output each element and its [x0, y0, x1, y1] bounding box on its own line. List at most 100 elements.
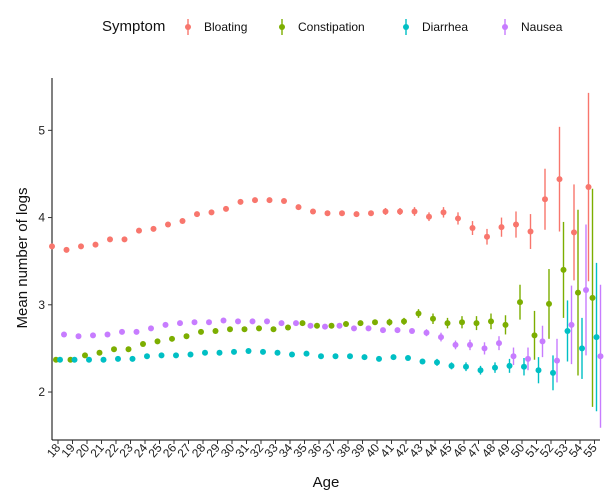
data-point	[539, 338, 546, 345]
data-point	[212, 327, 219, 334]
legend-item-diarrhea: Diarrhea	[403, 19, 468, 35]
y-tick-label: 4	[38, 211, 45, 225]
data-point	[390, 354, 397, 361]
x-axis-title: Age	[313, 474, 340, 491]
data-point	[401, 318, 407, 325]
series-layer	[49, 92, 604, 428]
data-point	[386, 319, 393, 326]
data-point	[353, 211, 360, 218]
data-point	[452, 341, 459, 348]
data-point	[597, 353, 604, 360]
data-point	[92, 241, 99, 248]
y-axis-title: Mean number of logs	[14, 188, 31, 329]
data-point	[347, 353, 353, 360]
data-point	[546, 300, 552, 307]
data-point	[303, 350, 310, 357]
data-point	[295, 204, 302, 211]
data-point	[593, 334, 600, 341]
data-point	[206, 319, 212, 326]
data-point	[343, 320, 349, 327]
data-point	[245, 348, 252, 355]
legend-items: Bloating Constipation Diarrhea Nausea	[185, 19, 563, 35]
data-point	[411, 208, 418, 215]
data-point	[75, 333, 82, 340]
data-point	[397, 208, 403, 215]
data-point	[249, 318, 256, 325]
data-point	[165, 221, 171, 228]
data-point	[357, 320, 364, 327]
legend-label: Constipation	[298, 20, 365, 34]
data-point	[467, 341, 473, 348]
data-point	[554, 357, 560, 364]
series-bloating	[49, 92, 592, 282]
data-point	[579, 345, 585, 352]
data-point	[380, 327, 386, 334]
data-point	[368, 210, 374, 217]
data-point	[426, 213, 432, 220]
data-point	[71, 356, 78, 363]
data-point	[372, 319, 378, 326]
data-point	[314, 322, 320, 329]
data-point	[281, 197, 287, 204]
data-point	[521, 363, 527, 370]
data-point	[365, 325, 372, 332]
data-point	[63, 246, 70, 253]
legend-item-constipation: Constipation	[279, 19, 365, 35]
data-point	[473, 320, 480, 327]
data-point	[463, 363, 469, 370]
data-point	[237, 198, 244, 205]
data-point	[455, 215, 461, 222]
data-point	[571, 229, 577, 236]
data-point	[394, 327, 401, 334]
legend-label: Bloating	[204, 20, 247, 34]
data-point	[260, 348, 266, 355]
data-point	[140, 341, 146, 348]
x-tick-label: 55	[580, 441, 600, 460]
data-point	[49, 243, 55, 250]
data-point	[208, 209, 215, 216]
data-point	[568, 321, 575, 328]
data-point	[510, 353, 517, 360]
data-point	[419, 358, 426, 365]
data-point	[119, 328, 125, 335]
data-point	[481, 345, 488, 352]
data-point	[434, 359, 440, 366]
legend-item-bloating: Bloating	[185, 19, 247, 35]
data-point	[498, 224, 505, 231]
data-point	[332, 353, 339, 360]
data-point	[550, 369, 556, 376]
data-point	[382, 208, 389, 215]
data-point	[575, 289, 581, 296]
y-tick-label: 3	[38, 298, 45, 312]
data-point	[191, 319, 198, 326]
y-tick-label: 2	[38, 385, 45, 399]
data-point	[78, 243, 84, 250]
data-point	[96, 349, 103, 356]
data-point	[459, 319, 465, 326]
data-point	[299, 320, 306, 327]
data-point	[502, 321, 509, 328]
data-point	[527, 228, 534, 235]
legend-label: Diarrhea	[422, 20, 468, 34]
data-point	[423, 329, 430, 336]
data-point	[307, 322, 314, 329]
data-point	[564, 327, 571, 334]
x-axis: 1819202122232425262728293031323334353637…	[44, 439, 600, 460]
series-constipation	[53, 188, 596, 407]
data-point	[136, 227, 142, 234]
plot-area: 2 3 4 5 18192021222324252627282930313233343…	[38, 78, 604, 460]
data-point	[162, 321, 169, 328]
y-tick-label: 5	[38, 123, 45, 137]
data-point	[90, 332, 96, 339]
data-point	[220, 317, 227, 324]
data-point	[525, 355, 531, 362]
data-point	[129, 355, 136, 362]
data-point	[198, 328, 204, 335]
data-point	[227, 326, 233, 333]
data-point	[322, 323, 328, 330]
legend-key-point	[403, 24, 409, 30]
legend: Symptom Bloating Constipation Diarrhea Naus…	[102, 18, 563, 35]
data-point	[542, 196, 548, 203]
data-point	[585, 184, 592, 191]
data-point	[82, 352, 88, 359]
